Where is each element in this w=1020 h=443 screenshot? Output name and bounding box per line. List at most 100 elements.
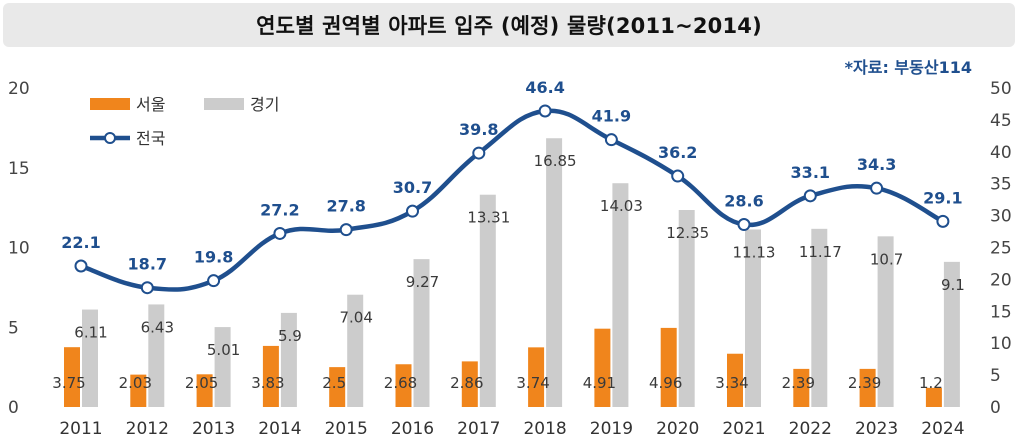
data-label-gyeonggi: 7.04: [339, 309, 372, 327]
bar-gyeonggi: [745, 229, 761, 407]
data-label-total: 29.1: [923, 188, 962, 207]
x-tick: 2015: [325, 419, 368, 439]
point-total: [803, 189, 817, 203]
x-tick: 2023: [855, 419, 898, 439]
bar-seoul: [64, 347, 80, 407]
data-label-gyeonggi: 9.1: [941, 276, 965, 294]
data-label-seoul: 2.39: [848, 374, 881, 392]
bar-seoul: [262, 345, 279, 407]
y-left-tick: 20: [8, 79, 30, 99]
bar-gyeonggi: [148, 304, 165, 407]
data-label-gyeonggi: 14.03: [600, 197, 643, 215]
data-label-total: 27.8: [326, 197, 365, 216]
point-total: [604, 133, 618, 147]
data-label-seoul: 3.83: [251, 374, 284, 392]
axes-layer: 0 5 10 15 20 0 5 10 15 20 25 30 35 40 45 50 2011 2012 2013…: [8, 79, 1012, 439]
data-label-gyeonggi: 11.17: [799, 243, 842, 261]
bar-gyeonggi: [413, 259, 430, 407]
bar-seoul: [859, 368, 876, 407]
bar-gyeonggi: [347, 294, 364, 407]
point-total: [737, 218, 751, 232]
data-label-seoul: 2.5: [322, 374, 346, 392]
bar-seoul: [329, 367, 346, 407]
data-label-total: 46.4: [525, 78, 564, 97]
point-total: [140, 281, 154, 295]
chart-title: 연도별 권역별 아파트 입주 (예정) 물량(2011~2014): [256, 14, 762, 38]
x-tick: 2014: [258, 419, 301, 439]
x-tick: 2024: [921, 419, 964, 439]
x-tick: 2016: [391, 419, 434, 439]
bar-gyeonggi: [82, 309, 98, 407]
x-tick: 2017: [457, 419, 500, 439]
data-label-seoul: 2.05: [185, 374, 218, 392]
point-total: [936, 214, 950, 228]
point-total: [273, 226, 287, 240]
y-right-tick: 5: [990, 366, 1001, 386]
data-label-gyeonggi: 5.01: [207, 341, 240, 359]
legend-label-gyeonggi: 경기: [250, 95, 279, 114]
point-total: [472, 146, 486, 160]
y-left-tick: 10: [8, 239, 30, 259]
data-label-gyeonggi: 13.31: [467, 209, 510, 227]
bar-seoul: [925, 387, 942, 407]
x-tick: 2012: [126, 419, 169, 439]
data-label-gyeonggi: 5.9: [278, 327, 302, 345]
data-label-seoul: 3.34: [715, 374, 748, 392]
data-label-seoul: 3.74: [516, 374, 549, 392]
data-label-total: 18.7: [128, 255, 167, 274]
data-label-seoul: 2.39: [782, 374, 815, 392]
y-right-tick: 25: [990, 239, 1012, 259]
data-label-gyeonggi: 16.85: [534, 152, 577, 170]
point-total: [406, 204, 419, 218]
x-tick: 2011: [59, 419, 102, 439]
data-label-total: 28.6: [724, 192, 763, 211]
bar-seoul: [660, 327, 677, 407]
y-left-tick: 15: [8, 159, 30, 179]
y-left-tick: 0: [8, 398, 19, 418]
x-tick: 2018: [523, 419, 566, 439]
y-right-tick: 40: [990, 143, 1012, 163]
bar-gyeonggi: [479, 194, 496, 407]
bar-gyeonggi: [214, 327, 231, 407]
bar-gyeonggi: [280, 312, 297, 407]
legend-label-seoul: 서울: [136, 95, 165, 114]
data-label-total: 36.2: [658, 143, 697, 162]
bar-seoul: [196, 374, 213, 407]
y-right-tick: 30: [990, 207, 1012, 227]
data-label-gyeonggi: 12.35: [666, 224, 709, 242]
bar-gyeonggi: [877, 236, 894, 407]
data-label-gyeonggi: 9.27: [406, 273, 439, 291]
point-total: [74, 259, 88, 273]
data-label-seoul: 4.96: [649, 374, 682, 392]
data-label-total: 41.9: [592, 107, 631, 126]
bar-seoul: [528, 347, 545, 407]
bar-seoul: [793, 368, 810, 407]
legend-swatch-gyeonggi: [204, 98, 244, 110]
legend-marker-total: [104, 132, 116, 144]
data-label-total: 30.7: [393, 178, 432, 197]
bar-gyeonggi: [678, 210, 695, 407]
point-total: [339, 223, 353, 237]
data-label-seoul: 1.2: [919, 374, 943, 392]
x-tick: 2013: [192, 419, 235, 439]
point-total: [538, 104, 552, 118]
x-tick: 2022: [789, 419, 832, 439]
data-label-gyeonggi: 6.11: [74, 324, 107, 342]
line-layer: [74, 104, 950, 295]
data-label-seoul: 3.75: [52, 374, 85, 392]
data-label-total: 19.8: [194, 248, 233, 267]
x-tick: 2021: [722, 419, 765, 439]
line-total: [78, 108, 946, 292]
bar-seoul: [594, 328, 611, 407]
bars-layer: [64, 138, 960, 407]
y-right-tick: 0: [990, 398, 1001, 418]
y-left-tick: 5: [8, 318, 19, 338]
data-label-seoul: 2.68: [384, 374, 417, 392]
data-label-total: 22.1: [61, 233, 100, 252]
y-right-tick: 10: [990, 334, 1012, 354]
bar-gyeonggi: [612, 183, 629, 407]
legend-label-total: 전국: [136, 129, 165, 148]
bar-gyeonggi: [546, 138, 563, 407]
